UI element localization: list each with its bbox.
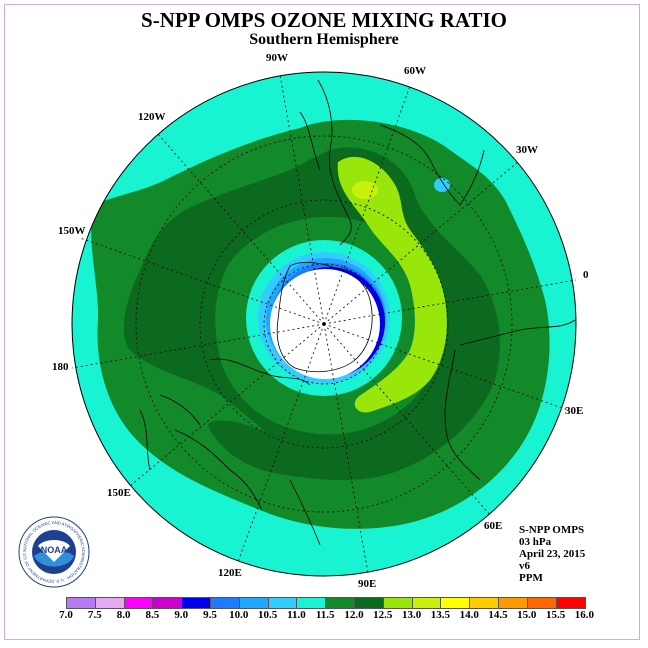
colorbar-tick-label: 14.5: [488, 609, 508, 621]
colorbar-swatch: [239, 598, 269, 608]
lon-label-120w: 120W: [138, 111, 166, 123]
colorbar-tick-label: 8.0: [116, 609, 131, 621]
graticule: [71, 74, 577, 574]
plot-frame: [4, 4, 640, 640]
info-pressure-level: 03 hPa: [519, 536, 552, 548]
colorbar-tick-label: 8.5: [145, 609, 160, 621]
info-panel: S-NPP OMPS 03 hPa April 23, 2015 v6 PPM: [519, 524, 585, 584]
colorbar-swatch: [354, 598, 384, 608]
colorbar-tick-label: 14.0: [459, 609, 479, 621]
info-instrument: S-NPP OMPS: [519, 524, 585, 536]
ozone-field: [72, 72, 576, 576]
colorbar-swatch: [268, 598, 298, 608]
colorbar: [66, 597, 587, 609]
noaa-logo-icon: NOAA NATIONAL OCEANIC AND ATMOSPHERIC AD…: [18, 516, 90, 588]
colorbar-swatch: [441, 598, 471, 608]
colorbar-tick-label: 9.0: [174, 609, 189, 621]
colorbar-tick-label: 7.5: [87, 609, 102, 621]
lon-label-0: 0: [583, 269, 589, 281]
lon-label-150e: 150E: [107, 487, 131, 499]
colorbar-swatch: [95, 598, 125, 608]
colorbar-tick-label: 11.5: [315, 609, 335, 621]
lon-label-90e: 90E: [358, 578, 376, 590]
colorbar-swatch: [297, 598, 327, 608]
colorbar-swatch: [182, 598, 211, 608]
colorbar-swatch: [153, 598, 183, 608]
map-boundary: [71, 71, 577, 577]
colorbar-swatch: [412, 598, 442, 608]
colorbar-swatch: [556, 598, 586, 608]
colorbar-tick-label: 13.5: [430, 609, 451, 621]
colorbar-tick-label: 13.0: [401, 609, 422, 621]
colorbar-tick-label: 11.0: [287, 609, 306, 621]
colorbar-swatch: [210, 598, 240, 608]
colorbar-tick-label: 16.0: [574, 609, 595, 621]
contour-12-5: [337, 156, 447, 413]
lon-label-150w: 150W: [58, 225, 86, 237]
lon-label-60w: 60W: [404, 65, 426, 77]
colorbar-tick-label: 10.5: [257, 609, 278, 621]
info-version: v6: [519, 560, 530, 572]
map-title: S-NPP OMPS OZONE MIXING RATIO: [141, 8, 507, 32]
colorbar-tick-label: 9.5: [203, 609, 217, 621]
colorbar-swatch: [67, 598, 96, 608]
low-spot: [434, 178, 450, 192]
colorbar-tick-label: 10.0: [229, 609, 249, 621]
lon-label-60e: 60E: [484, 520, 502, 532]
map-subtitle: Southern Hemisphere: [249, 31, 399, 48]
contour-13-0: [352, 181, 378, 199]
lon-label-30w: 30W: [516, 144, 538, 156]
colorbar-swatch: [527, 598, 557, 608]
lon-label-120e: 120E: [218, 567, 242, 579]
coastlines: [139, 79, 576, 546]
colorbar-swatch: [498, 598, 528, 608]
lon-label-90w: 90W: [266, 52, 288, 64]
south-pole: [322, 322, 326, 326]
colorbar-swatch: [383, 598, 413, 608]
colorbar-tick-label: 12.5: [373, 609, 393, 621]
colorbar-tick-label: 12.0: [344, 609, 364, 621]
colorbar-swatch: [124, 598, 154, 608]
colorbar-tick-label: 15.0: [517, 609, 537, 621]
colorbar-swatch: [326, 598, 355, 608]
colorbar-swatch: [470, 598, 499, 608]
info-units: PPM: [519, 572, 543, 584]
info-date: April 23, 2015: [519, 548, 586, 560]
colorbar-tick-label: 7.0: [59, 609, 73, 621]
lon-label-30e: 30E: [565, 405, 583, 417]
lon-label-180: 180: [52, 361, 69, 373]
colorbar-ticks: 7.0 7.5 8.0 8.5 9.0 9.5 10.0 10.5 11.0 11.5 12.0 12…: [59, 609, 594, 623]
colorbar-tick-label: 15.5: [545, 609, 566, 621]
logo-text: NOAA: [41, 545, 68, 555]
